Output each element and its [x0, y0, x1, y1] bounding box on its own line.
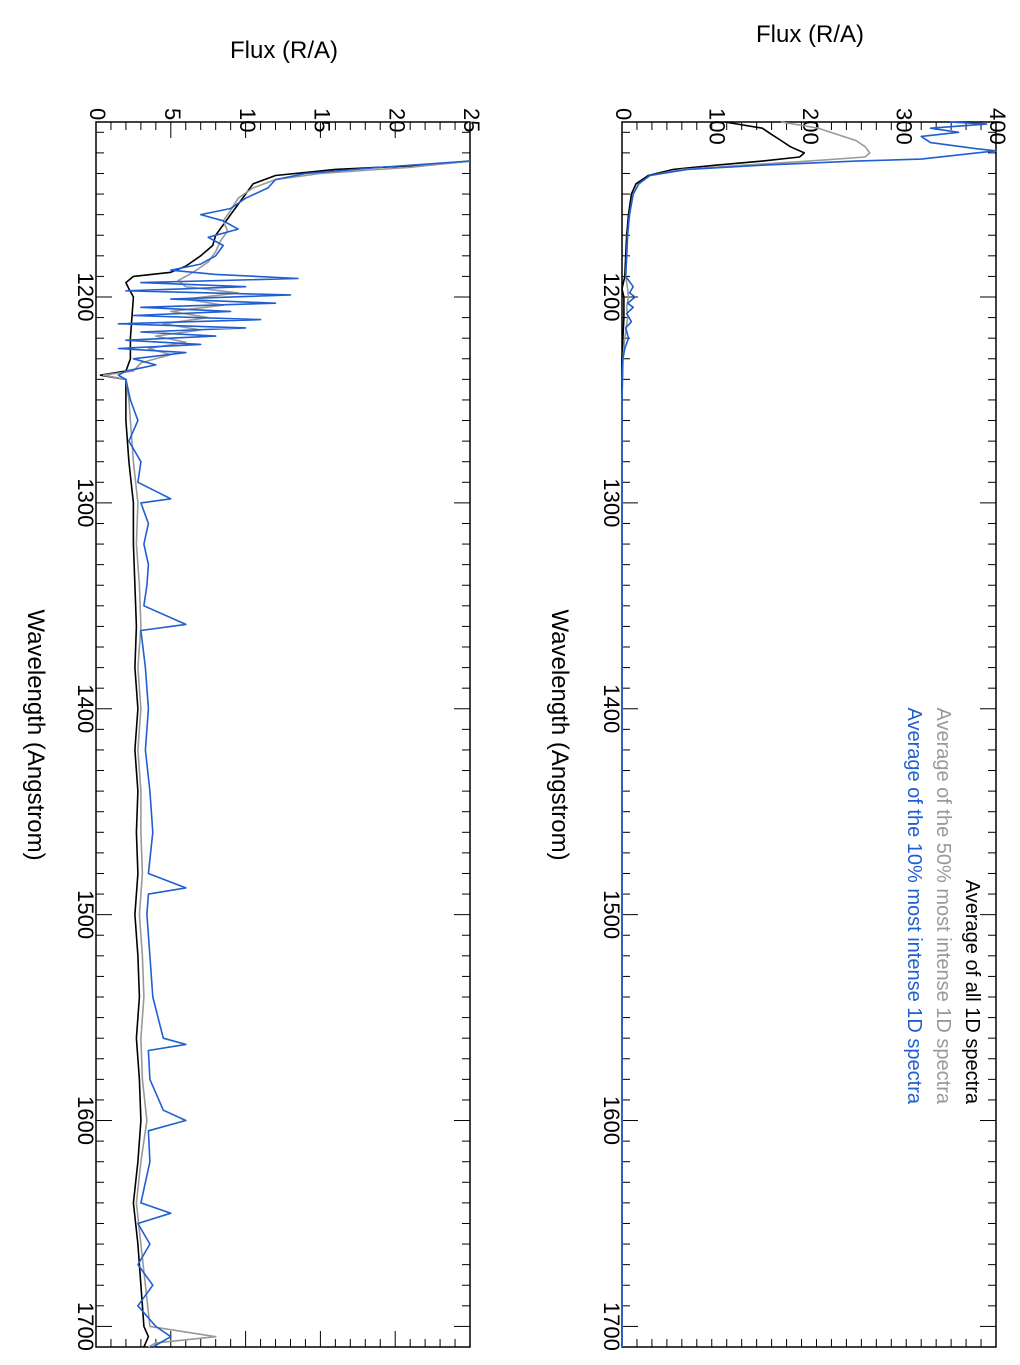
y-axis-label-bottom: Flux (R/A) — [230, 37, 338, 64]
y-tick-label: 100 — [705, 108, 730, 145]
series-line-2 — [621, 121, 997, 1347]
y-axis-label-top: Flux (R/A) — [756, 21, 864, 48]
legend-entry-50pct: Average of the 50% most intense 1D spect… — [932, 707, 954, 1104]
x-axis-label-top: Wavelength (Angstrom) — [546, 609, 573, 860]
x-tick-label: 1300 — [73, 478, 98, 527]
legend-entry-10pct: Average of the 10% most intense 1D spect… — [903, 707, 925, 1104]
ticks-bottom: 1200 1300 1400 1500 1600 1700 0 5 10 15 20 25 — [73, 108, 484, 1351]
legend: Average of all 1D spectra Average of the… — [903, 707, 983, 1104]
series-line-0 — [99, 160, 471, 1348]
y-tick-label: 10 — [235, 108, 260, 132]
plot-frame-bottom — [95, 121, 471, 1348]
x-tick-label: 1600 — [73, 1096, 98, 1145]
y-tick-label: 25 — [459, 108, 484, 132]
y-tick-label: 400 — [985, 108, 1010, 145]
series-line-1 — [102, 160, 471, 1348]
series-top — [621, 121, 997, 1347]
y-tick-label: 15 — [310, 108, 335, 132]
series-line-1 — [621, 121, 871, 1347]
y-tick-label: 5 — [160, 108, 185, 120]
series-bottom — [99, 160, 471, 1348]
x-tick-label: 1600 — [599, 1096, 624, 1145]
x-tick-label: 1200 — [73, 273, 98, 322]
legend-entry-all: Average of all 1D spectra — [961, 880, 983, 1105]
x-tick-label: 1500 — [73, 890, 98, 939]
y-tick-label: 0 — [85, 108, 110, 120]
x-tick-label: 1300 — [599, 478, 624, 527]
series-line-2 — [117, 160, 471, 1348]
panel-bottom: 1200 1300 1400 1500 1600 1700 0 5 10 15 20 25 Wavel… — [22, 37, 484, 1351]
x-tick-label: 1400 — [599, 684, 624, 733]
x-tick-label: 1700 — [599, 1302, 624, 1351]
x-axis-label-bottom: Wavelength (Angstrom) — [22, 609, 49, 860]
y-tick-label: 300 — [892, 108, 917, 145]
x-tick-label: 1500 — [599, 890, 624, 939]
x-tick-label: 1700 — [73, 1302, 98, 1351]
x-tick-label: 1400 — [73, 684, 98, 733]
y-tick-label: 0 — [611, 108, 636, 120]
x-tick-label: 1200 — [599, 273, 624, 322]
y-tick-label: 20 — [384, 108, 409, 132]
series-line-0 — [621, 121, 806, 1347]
